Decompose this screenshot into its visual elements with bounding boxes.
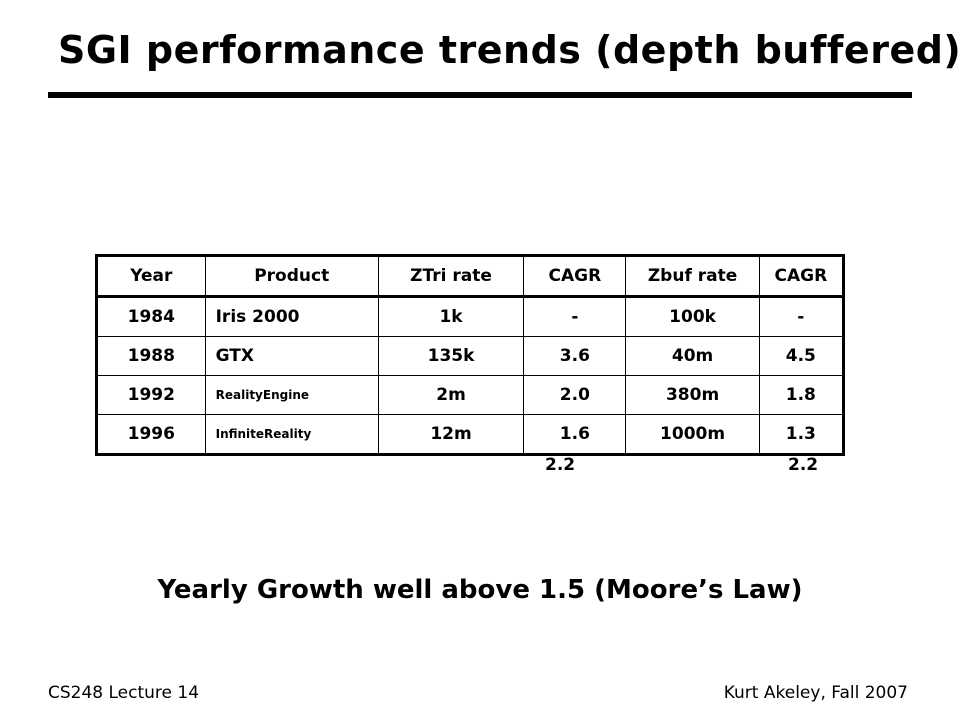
cell-product: RealityEngine bbox=[204, 375, 379, 415]
cell-product: InfiniteReality bbox=[204, 414, 379, 456]
cell-product: Iris 2000 bbox=[204, 296, 379, 337]
header-product: Product bbox=[204, 254, 379, 298]
title-underline bbox=[48, 92, 912, 98]
cell-year: 1984 bbox=[95, 296, 206, 337]
footer-lecture: CS248 Lecture 14 bbox=[48, 683, 200, 703]
cell-zbuf-rate: 380m bbox=[625, 375, 760, 415]
header-ztri-cagr: CAGR bbox=[523, 254, 626, 298]
zbuf-cagr-average: 2.2 bbox=[788, 455, 819, 475]
table-header-row: Year Product ZTri rate CAGR Zbuf rate CA… bbox=[95, 254, 846, 298]
cell-ztri-rate: 1k bbox=[377, 296, 524, 337]
cell-zbuf-cagr: 4.5 bbox=[758, 336, 846, 376]
cell-ztri-cagr: 3.6 bbox=[523, 336, 626, 376]
slide-title: SGI performance trends (depth buffered) bbox=[58, 28, 960, 72]
header-zbuf-cagr: CAGR bbox=[758, 254, 846, 298]
footer-author: Kurt Akeley, Fall 2007 bbox=[723, 683, 908, 703]
header-ztri-rate: ZTri rate bbox=[377, 254, 524, 298]
cell-year: 1996 bbox=[95, 414, 206, 456]
performance-table: Year Product ZTri rate CAGR Zbuf rate CA… bbox=[95, 254, 846, 456]
cell-ztri-cagr: - bbox=[523, 296, 626, 337]
header-zbuf-rate: Zbuf rate bbox=[625, 254, 760, 298]
summary-statement: Yearly Growth well above 1.5 (Moore’s La… bbox=[157, 575, 803, 605]
cell-zbuf-cagr: - bbox=[758, 296, 846, 337]
cell-zbuf-cagr: 1.3 bbox=[758, 414, 846, 456]
cell-year: 1992 bbox=[95, 375, 206, 415]
cell-zbuf-cagr: 1.8 bbox=[758, 375, 846, 415]
cell-ztri-rate: 12m bbox=[377, 414, 524, 456]
cell-year: 1988 bbox=[95, 336, 206, 376]
table-row: 1992 RealityEngine 2m 2.0 380m 1.8 bbox=[95, 375, 846, 415]
cell-zbuf-rate: 40m bbox=[625, 336, 760, 376]
cell-zbuf-rate: 1000m bbox=[625, 414, 760, 456]
table-row: 1984 Iris 2000 1k - 100k - bbox=[95, 296, 846, 337]
cell-ztri-cagr: 1.6 bbox=[523, 414, 626, 456]
cell-product: GTX bbox=[204, 336, 379, 376]
cell-ztri-rate: 2m bbox=[377, 375, 524, 415]
cell-ztri-cagr: 2.0 bbox=[523, 375, 626, 415]
ztri-cagr-average: 2.2 bbox=[545, 455, 576, 475]
header-year: Year bbox=[95, 254, 206, 298]
table-row: 1988 GTX 135k 3.6 40m 4.5 bbox=[95, 336, 846, 376]
cell-zbuf-rate: 100k bbox=[625, 296, 760, 337]
cell-ztri-rate: 135k bbox=[377, 336, 524, 376]
table-row: 1996 InfiniteReality 12m 1.6 1000m 1.3 bbox=[95, 414, 846, 456]
